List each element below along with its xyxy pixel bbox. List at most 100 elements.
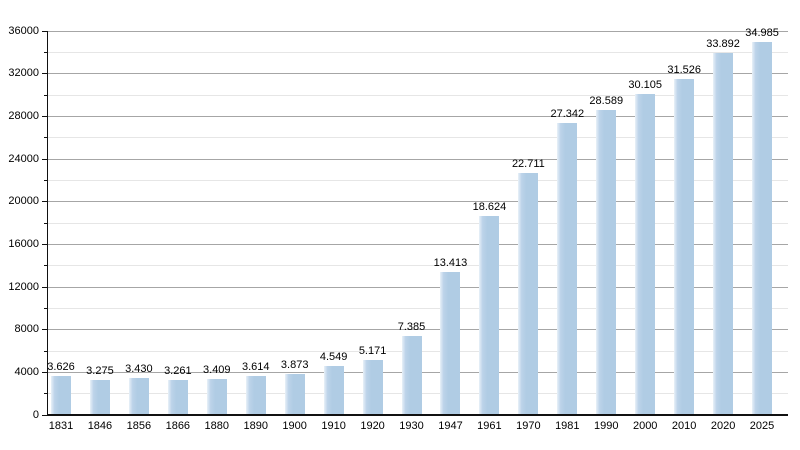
bar [284,373,305,415]
gridline-minor [48,307,788,309]
y-axis-tick [44,307,47,309]
x-tick-label: 2010 [671,420,697,432]
y-axis-tick [42,243,47,245]
gridline-minor [48,222,788,224]
bar-value-label: 3.409 [203,363,231,376]
x-tick-label: 1961 [477,420,502,432]
y-axis-label: 8000 [14,323,39,336]
y-axis-tick [44,179,47,181]
bar [401,336,422,415]
x-tick-label: 1910 [321,420,346,432]
bar-value-label: 7.385 [397,321,426,334]
bar-value-label: 3.261 [164,365,192,378]
bar-value-label: 13.413 [433,256,468,269]
bar-value-label: 5.171 [358,344,387,357]
x-tick-label: 1947 [438,420,463,432]
x-tick-label: 1990 [594,420,619,432]
y-axis-tick [42,115,47,117]
y-axis-label: 20000 [8,195,39,208]
x-tick-label: 1920 [360,420,385,432]
bar [440,271,461,415]
bar [713,53,734,415]
y-axis-tick [42,329,47,331]
x-tick-label: 1880 [204,420,230,432]
bar-value-label: 3.614 [241,361,270,374]
y-axis-label: 4000 [14,365,39,378]
y-axis-tick [42,201,47,203]
y-axis-tick [42,158,47,160]
x-tick-label: 2000 [632,420,658,432]
x-axis-line [46,414,788,416]
y-axis-label: 12000 [8,280,39,293]
y-axis-label: 32000 [8,67,39,80]
x-tick-label: 1890 [243,420,268,432]
x-tick-label: 1930 [399,420,424,432]
bar-value-label: 31.526 [667,63,701,76]
bar [362,359,383,415]
bar-value-label: 3.430 [125,363,153,376]
bar [674,78,695,415]
x-tick-label: 1970 [516,420,541,432]
y-axis-tick [44,265,47,267]
gridline-major [48,243,788,245]
x-tick-label: 1866 [165,420,191,432]
y-axis-label: 28000 [8,109,39,122]
bar [596,110,617,415]
y-axis-tick [44,350,47,352]
y-axis-tick [42,73,47,75]
y-axis-label: 36000 [8,24,39,37]
bar [167,380,188,415]
gridline-minor [48,179,788,181]
gridline-major [48,115,788,117]
x-tick-label: 1856 [126,420,152,432]
gridline-major [48,329,788,331]
x-tick-label: 1900 [282,420,307,432]
y-axis-label: 16000 [8,237,39,250]
gridline-major [48,158,788,160]
gridline-minor [48,137,788,139]
gridline-minor [48,94,788,96]
gridline-major [48,286,788,288]
bar [89,380,110,415]
bar-value-label: 3.626 [47,361,75,374]
y-axis-tick [42,286,47,288]
y-axis-label: 24000 [8,152,39,165]
x-tick-label: 1831 [48,420,74,432]
y-axis-tick [44,137,47,139]
bar [128,378,149,415]
bar-value-label: 18.624 [472,201,507,214]
gridline-major [48,30,788,32]
bar [323,366,344,415]
bar [752,41,773,415]
bar [635,93,656,415]
y-axis-label: 0 [32,408,39,421]
bar [245,376,266,415]
y-axis-tick [44,94,47,96]
x-tick-label: 1846 [87,420,113,432]
bar [479,216,500,415]
y-axis-tick [42,414,47,416]
y-axis-tick [44,393,47,395]
x-tick-label: 2025 [749,420,775,432]
bar-value-label: 3.275 [86,365,114,378]
bar-value-label: 27.342 [550,108,585,121]
bar-value-label: 22.711 [511,157,545,170]
gridline-minor [48,265,788,267]
y-axis-tick [42,371,47,373]
y-axis-tick [42,30,47,32]
gridline-major [48,201,788,203]
gridline-major [48,73,788,75]
bar [518,172,539,415]
gridline-minor [48,51,788,53]
y-axis-tick [44,51,47,53]
x-tick-label: 1981 [555,420,580,432]
y-axis-tick [44,222,47,224]
bar-value-label: 28.589 [589,95,624,108]
bar [51,376,71,415]
bar [206,378,227,415]
bar-value-label: 33.892 [706,38,740,51]
bar-value-label: 34.985 [745,26,779,39]
y-axis-line [46,31,48,416]
bar-value-label: 3.873 [280,358,309,371]
